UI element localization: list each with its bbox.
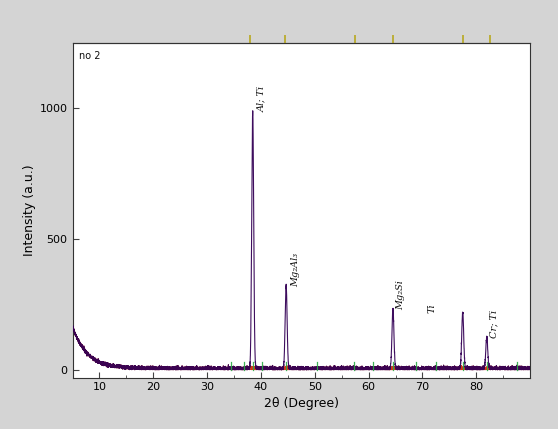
Text: Mg₂Si: Mg₂Si [396,280,405,310]
X-axis label: 2θ (Degree): 2θ (Degree) [264,396,339,410]
Text: Mg₂Al₃: Mg₂Al₃ [291,252,300,287]
Y-axis label: Intensity (a.u.): Intensity (a.u.) [22,164,36,256]
Text: Ti: Ti [427,303,436,313]
Text: Al; Ti: Al; Ti [258,86,267,112]
Text: Cr; Ti: Cr; Ti [489,310,498,338]
Text: no 2: no 2 [79,51,101,61]
